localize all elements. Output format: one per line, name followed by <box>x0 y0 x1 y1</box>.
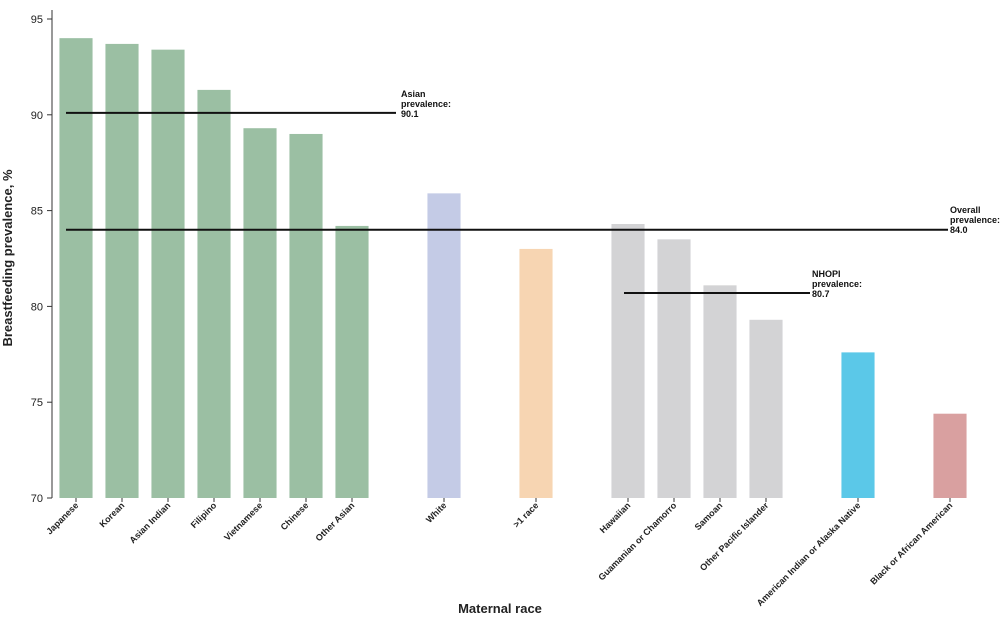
y-tick-label: 90 <box>31 110 43 122</box>
x-tick-label: Guamanian or Chamorro <box>596 500 678 582</box>
y-tick-label: 75 <box>31 397 43 409</box>
x-tick-label: White <box>424 500 448 524</box>
y-tick-label: 95 <box>31 14 43 26</box>
reference-label: Overall prevalence: 84.0 <box>950 205 1000 235</box>
bar <box>427 193 461 498</box>
bar <box>197 89 231 498</box>
bar <box>611 224 645 498</box>
bar <box>703 285 737 498</box>
bar <box>151 49 185 498</box>
bar <box>657 239 691 498</box>
y-tick-label: 85 <box>31 206 43 218</box>
x-tick-label: Vietnamese <box>222 500 264 542</box>
x-tick-label: Korean <box>97 500 126 529</box>
bar <box>841 352 875 498</box>
x-tick-label: Black or African American <box>868 500 954 586</box>
reference-value: 80.7 <box>812 289 830 299</box>
bar <box>335 225 369 499</box>
y-tick-label: 80 <box>31 301 43 313</box>
bar <box>105 43 139 499</box>
bar <box>933 413 967 498</box>
x-tick-label: Japanese <box>44 500 80 536</box>
x-axis-label: Maternal race <box>458 601 542 616</box>
reference-text: Asian prevalence: <box>401 89 452 109</box>
reference-label: Asian prevalence: 90.1 <box>401 89 461 119</box>
bar <box>243 128 277 498</box>
x-tick-label: Asian Indian <box>128 500 173 545</box>
reference-label: NHOPI prevalence: 80.7 <box>812 269 872 299</box>
x-tick-label: >1 race <box>511 500 540 529</box>
bar <box>749 319 783 498</box>
x-tick-label: Filipino <box>189 500 219 530</box>
reference-value: 90.1 <box>401 109 419 119</box>
x-tick-label: Hawaiian <box>598 500 633 535</box>
bar <box>519 248 553 498</box>
reference-text: Overall prevalence: <box>950 205 1000 225</box>
reference-value: 84.0 <box>950 225 968 235</box>
x-tick-label: Other Asian <box>314 500 357 543</box>
y-axis-label: Breastfeeding prevalence, % <box>0 169 15 346</box>
reference-text: NHOPI prevalence: <box>812 269 863 289</box>
bar <box>59 38 93 498</box>
bar <box>289 133 323 498</box>
y-tick-label: 70 <box>31 493 43 505</box>
x-tick-label: Samoan <box>693 500 725 532</box>
x-tick-label: Chinese <box>279 500 311 532</box>
x-tick-label: American Indian or Alaska Native <box>755 500 863 608</box>
